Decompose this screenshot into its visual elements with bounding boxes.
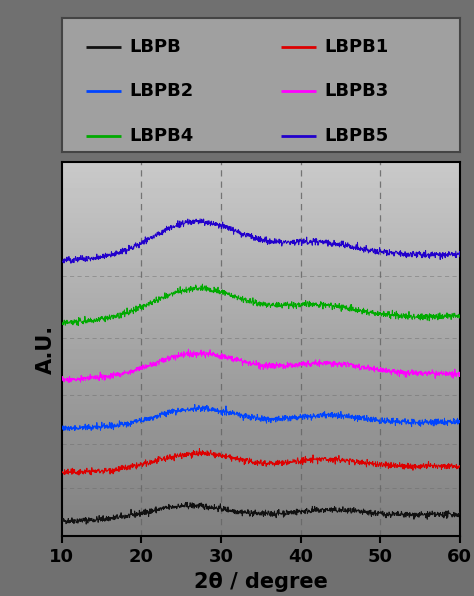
X-axis label: 2θ / degree: 2θ / degree (194, 572, 328, 592)
Y-axis label: A.U.: A.U. (36, 325, 56, 374)
Text: LBPB: LBPB (129, 38, 181, 56)
Text: LBPB1: LBPB1 (324, 38, 389, 56)
Text: LBPB4: LBPB4 (129, 126, 193, 145)
Text: LBPB5: LBPB5 (324, 126, 389, 145)
Text: LBPB3: LBPB3 (324, 82, 389, 101)
Text: LBPB2: LBPB2 (129, 82, 193, 101)
